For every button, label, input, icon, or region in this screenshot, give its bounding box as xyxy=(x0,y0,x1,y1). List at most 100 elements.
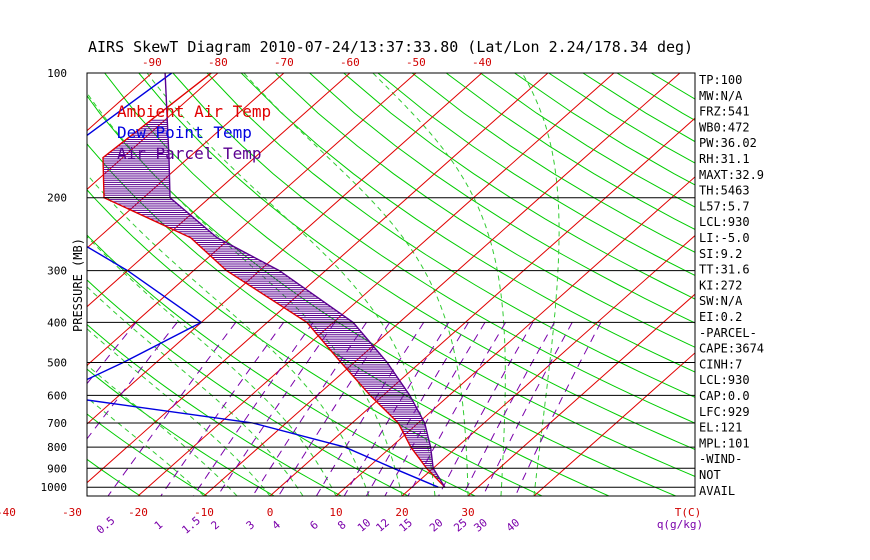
stat-item: LCL:930 xyxy=(699,215,750,229)
bottom-axis-unit: T(C) xyxy=(675,506,702,519)
legend-parcel: Air Parcel Temp xyxy=(117,144,262,163)
y-axis-title: PRESSURE (MB) xyxy=(71,238,85,332)
stat-item: FRZ:541 xyxy=(699,105,750,119)
dry-adiabat xyxy=(0,73,7,496)
isotherm xyxy=(87,73,549,484)
mixing-ratio-label: 10 xyxy=(355,516,374,534)
moist-adiabat xyxy=(87,286,304,496)
isotherm xyxy=(87,73,285,249)
isotherm xyxy=(87,73,483,425)
mixing-ratio-line xyxy=(438,322,534,496)
mixing-ratio-line xyxy=(160,322,285,496)
top-temp-tick-label: -40 xyxy=(472,56,492,69)
mixing-ratio-unit: q(g/kg) xyxy=(657,518,703,531)
mixing-ratio-label: 3 xyxy=(244,518,257,532)
dry-adiabat xyxy=(87,234,476,496)
stat-item: LI:-5.0 xyxy=(699,231,750,245)
dry-adiabat xyxy=(240,73,695,373)
dry-adiabat xyxy=(206,73,695,398)
stat-item: TH:5463 xyxy=(699,184,750,198)
stat-item: MW:N/A xyxy=(699,89,743,103)
moist-adiabat xyxy=(87,235,337,496)
mixing-ratio-line xyxy=(315,322,425,496)
mixing-ratio-line xyxy=(193,322,314,496)
pressure-lines xyxy=(87,72,695,488)
pressure-tick-label: 400 xyxy=(47,316,67,329)
stat-item: KI:272 xyxy=(699,278,742,292)
bottom-temp-tick-label: -10 xyxy=(194,506,214,519)
series-line-parcel xyxy=(164,73,446,488)
dry-adiabat xyxy=(650,73,695,100)
pressure-tick-label: 500 xyxy=(47,357,67,370)
chart-title: AIRS SkewT Diagram 2010-07-24/13:37:33.8… xyxy=(88,38,693,56)
moist-adiabat xyxy=(87,364,238,496)
mixing-ratio-label: 2 xyxy=(209,518,222,532)
mixing-ratio-line xyxy=(462,322,555,496)
isotherm xyxy=(87,73,417,367)
dry-adiabat xyxy=(275,73,695,348)
bottom-temp-tick-label: -40 xyxy=(0,506,16,519)
moist-adiabat xyxy=(521,73,560,496)
stat-item: L57:5.7 xyxy=(699,199,750,213)
dry-adiabat xyxy=(87,279,409,496)
stat-item: RH:31.1 xyxy=(699,152,750,166)
stat-item: CAP:0.0 xyxy=(699,389,750,403)
stat-item: WB0:472 xyxy=(699,120,750,134)
top-temp-tick-label: -80 xyxy=(208,56,228,69)
stat-item: SI:9.2 xyxy=(699,247,742,261)
isotherm xyxy=(269,117,695,496)
dry-adiabat xyxy=(172,73,695,424)
dry-adiabat xyxy=(445,73,695,231)
moist-adiabat xyxy=(87,173,370,496)
stat-item: CINH:7 xyxy=(699,357,742,371)
dry-adiabat xyxy=(87,413,208,496)
dry-adiabat xyxy=(0,73,74,496)
mixing-ratio-label: 8 xyxy=(335,518,348,532)
bottom-temp-tick-label: 0 xyxy=(267,506,274,519)
stat-item: -PARCEL- xyxy=(699,326,757,340)
mixing-ratio-line xyxy=(107,322,237,496)
top-temp-tick-label: -90 xyxy=(142,56,162,69)
dry-adiabat xyxy=(514,73,695,186)
mixing-ratio-label: 6 xyxy=(307,518,320,532)
dry-adiabat xyxy=(138,73,695,451)
dry-adiabat xyxy=(87,94,676,496)
top-temp-tick-label: -60 xyxy=(340,56,360,69)
moist-adiabat xyxy=(87,328,271,496)
stat-item: TP:100 xyxy=(699,73,742,87)
isotherm xyxy=(87,73,351,308)
mixing-ratio-label: 20 xyxy=(427,516,446,534)
moist-adiabat xyxy=(146,73,436,496)
moist-adiabat xyxy=(87,92,403,496)
mixing-ratio-label: 4 xyxy=(270,518,284,532)
isotherm xyxy=(401,234,695,496)
bottom-temp-tick-label: 10 xyxy=(329,506,342,519)
series-line-dewpoint xyxy=(87,73,439,488)
moist-adiabat xyxy=(372,73,506,496)
pressure-tick-label: 100 xyxy=(47,67,67,80)
top-temp-tick-label: -50 xyxy=(406,56,426,69)
stat-item: MPL:101 xyxy=(699,436,750,450)
stat-item: TT:31.6 xyxy=(699,263,750,277)
dry-adiabat xyxy=(343,73,695,300)
dry-adiabat xyxy=(87,323,342,496)
pressure-tick-label: 300 xyxy=(47,265,67,278)
pressure-tick-label: 800 xyxy=(47,441,67,454)
sounding-lines xyxy=(87,73,446,488)
pressure-tick-label: 1000 xyxy=(41,481,68,494)
mixing-ratio-line xyxy=(87,322,137,385)
mixing-ratio-line xyxy=(482,322,573,496)
stat-item: AVAIL xyxy=(699,484,735,498)
stat-item: MAXT:32.9 xyxy=(699,168,764,182)
legend-ambient: Ambient Air Temp xyxy=(117,102,271,121)
stat-item: LFC:929 xyxy=(699,405,750,419)
dry-adiabat xyxy=(87,368,275,496)
stat-item: EI:0.2 xyxy=(699,310,742,324)
stat-item: LCL:930 xyxy=(699,373,750,387)
stat-item: EL:121 xyxy=(699,421,742,435)
stat-item: SW:N/A xyxy=(699,294,743,308)
dry-adiabat xyxy=(104,73,695,477)
